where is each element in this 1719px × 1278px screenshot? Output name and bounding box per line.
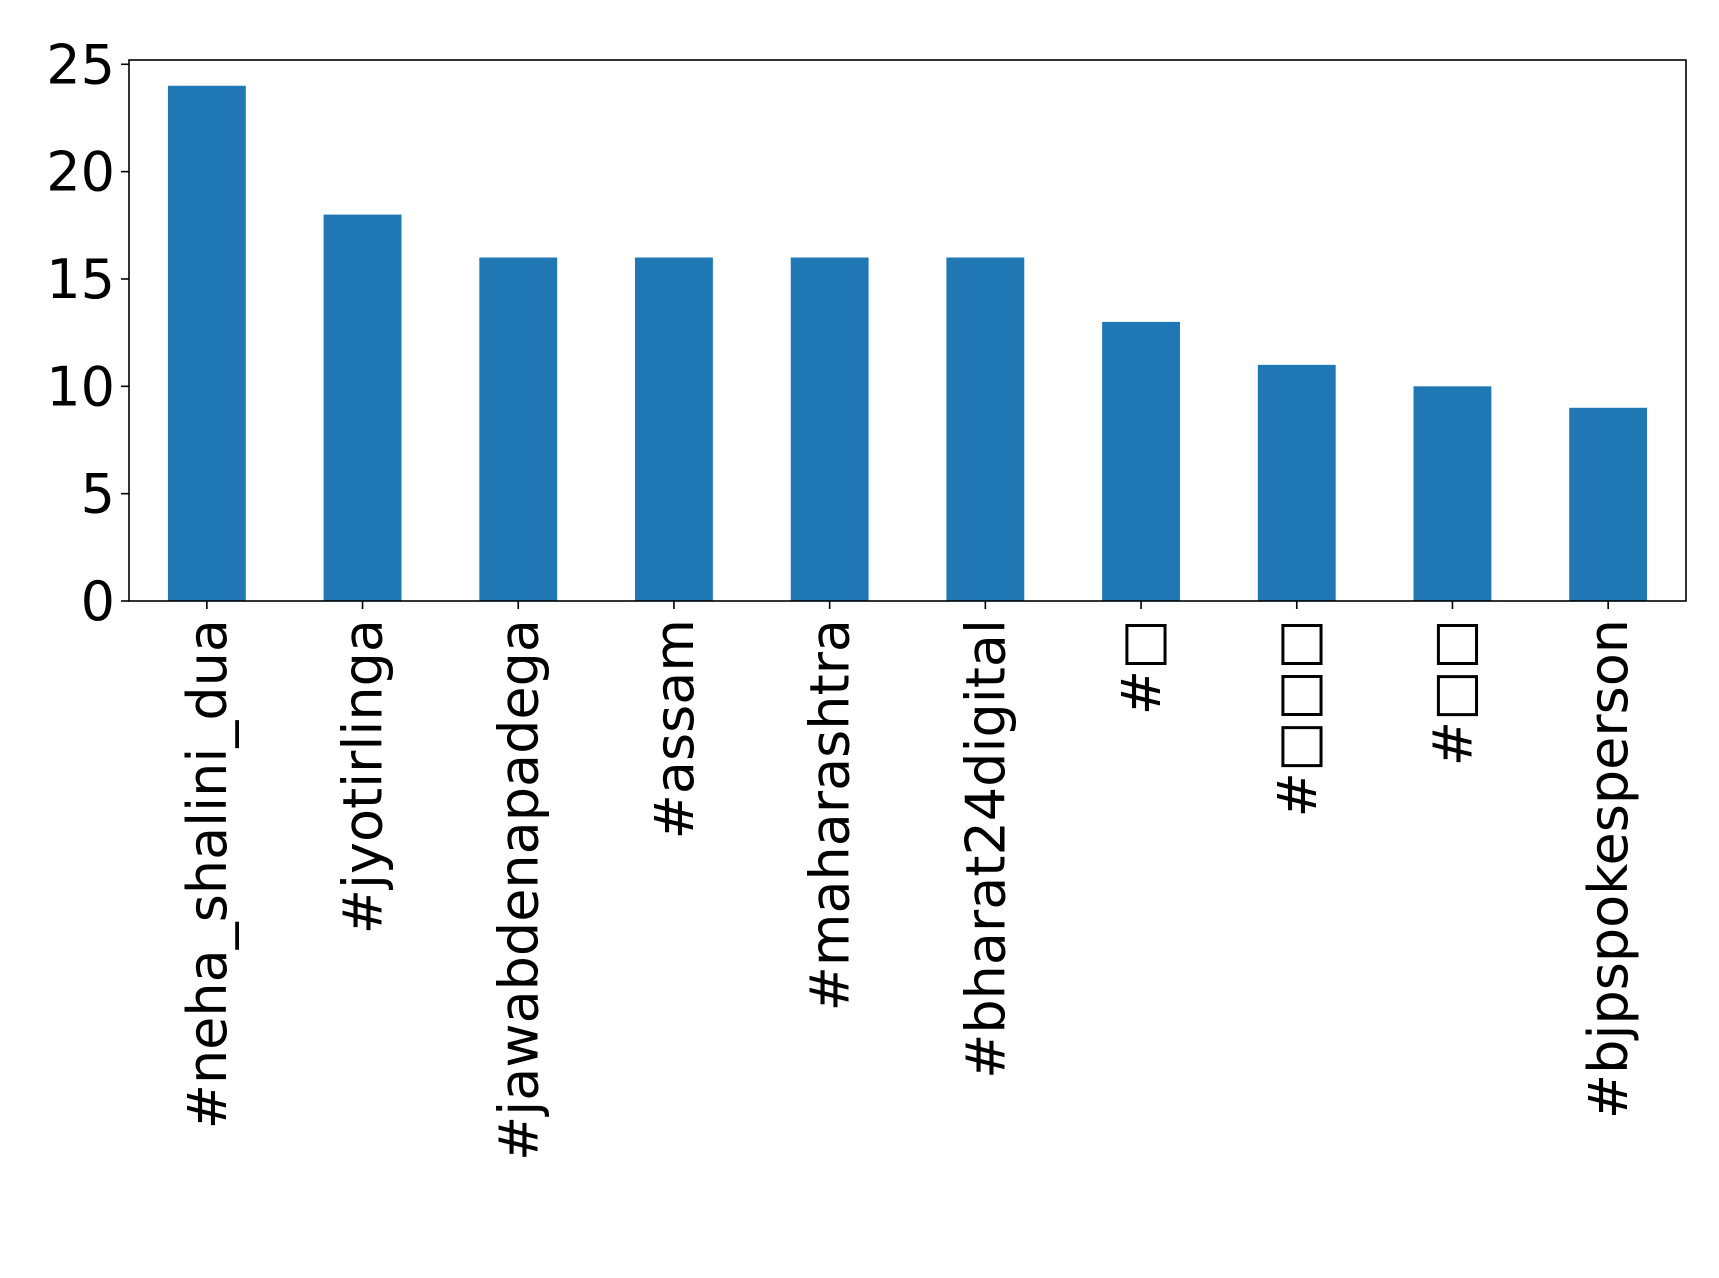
- x-tick-label-4: #maharashtra: [799, 619, 862, 1011]
- x-tick-label-2: #jawabdenapadega: [487, 619, 550, 1161]
- bar-1: [323, 214, 402, 601]
- x-tick-label-3: #assam: [643, 619, 706, 839]
- y-tick-label-5: 25: [46, 33, 115, 96]
- y-tick-label-3: 15: [46, 248, 115, 311]
- bar-9: [1569, 407, 1648, 601]
- x-tick-label-6: #□: [1110, 619, 1173, 715]
- x-tick-label-9: #bjpspokesperson: [1577, 619, 1640, 1119]
- bar-0: [167, 85, 246, 601]
- y-axis: 0 5 10 15 20 25: [46, 33, 129, 633]
- x-tick-label-5: #bharat24digital: [954, 619, 1017, 1079]
- bar-6: [1102, 321, 1180, 601]
- bar-4: [790, 257, 869, 601]
- axes-frame: [128, 59, 1687, 602]
- x-tick-label-1: #jyotirlinga: [332, 619, 395, 934]
- bar-7: [1257, 364, 1336, 601]
- bar-8: [1413, 386, 1492, 601]
- x-tick-label-7: #□□□: [1266, 619, 1329, 817]
- bars-layer: [167, 85, 1648, 601]
- bar-5: [946, 257, 1025, 601]
- x-tick-label-8: #□□: [1421, 619, 1484, 766]
- x-tick-label-0: #neha_shalini_dua: [176, 619, 239, 1129]
- y-tick-label-0: 0: [81, 570, 115, 633]
- y-tick-label-1: 5: [81, 463, 115, 526]
- x-axis: #neha_shalini_dua #jyotirlinga #jawabdenap…: [176, 601, 1640, 1161]
- y-tick-label-2: 10: [46, 355, 115, 418]
- bar-3: [635, 257, 713, 601]
- bar-2: [479, 257, 558, 601]
- y-tick-label-4: 20: [46, 141, 115, 204]
